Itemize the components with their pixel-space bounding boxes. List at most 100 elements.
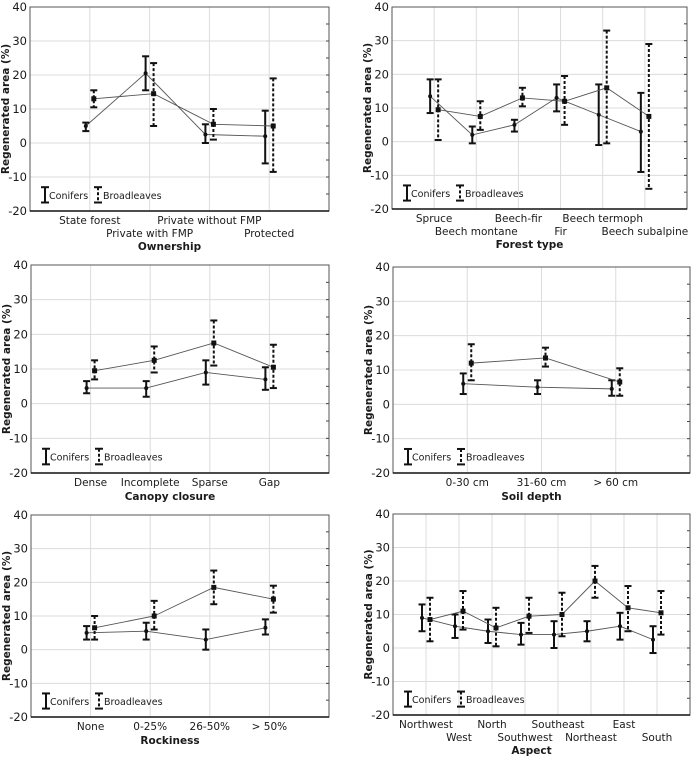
data-point-marker xyxy=(658,610,664,616)
data-point-marker xyxy=(83,124,88,128)
legend-item-broadleaves: Broadleaves xyxy=(457,447,525,466)
error-bar-conifers xyxy=(637,91,645,173)
error-bar-conifers xyxy=(616,611,624,641)
error-bar-conifers xyxy=(649,625,657,655)
legend-item-broadleaves: Broadleaves xyxy=(456,184,524,202)
data-point-marker xyxy=(638,129,643,134)
data-point-marker xyxy=(592,578,598,584)
data-point-marker xyxy=(270,123,276,129)
data-point-marker xyxy=(92,368,98,374)
x-category-label: None xyxy=(77,721,104,733)
data-point-marker xyxy=(203,637,208,642)
legend-item-broadleaves: Broadleaves xyxy=(95,447,163,466)
y-tick-label: -20 xyxy=(9,466,28,480)
x-category-label: 31-60 cm xyxy=(517,477,567,489)
x-category-label: 0-25% xyxy=(133,721,167,733)
series-line-broadleaves xyxy=(94,586,274,629)
data-point-marker xyxy=(554,95,559,100)
data-point-marker xyxy=(420,615,424,620)
y-tick-label: 0 xyxy=(383,641,390,655)
y-axis-title: Regenerated area (%) xyxy=(362,43,374,173)
y-axis-title: Regenerated area (%) xyxy=(363,549,375,679)
data-point-marker xyxy=(625,605,631,611)
x-axis-title: Soil depth xyxy=(501,491,561,503)
legend: Conifers Broadleaves xyxy=(404,447,525,466)
legend-label-conifers: Conifers xyxy=(50,697,89,708)
x-axis-title: Aspect xyxy=(511,745,551,757)
series-line-conifers xyxy=(85,72,266,137)
data-point-marker xyxy=(263,134,268,139)
y-tick-label: 0 xyxy=(382,135,389,149)
error-bar-conifers xyxy=(510,118,518,133)
legend-item-conifers: Conifers xyxy=(41,186,88,204)
x-axis-title: Canopy closure xyxy=(125,491,216,503)
x-category-label: Sparse xyxy=(192,477,228,489)
legend-item-conifers: Conifers xyxy=(404,690,451,708)
series-line-broadleaves xyxy=(94,342,274,372)
data-point-marker xyxy=(562,98,568,104)
chart-panel-forest-type: -20 -10 0 10 20 30 40 Regenerated area (%) Spruc… xyxy=(362,0,688,251)
data-point-marker xyxy=(604,85,610,91)
legend-label-conifers: Conifers xyxy=(50,453,89,464)
y-tick-label: -20 xyxy=(371,708,390,722)
y-tick-label: 30 xyxy=(13,542,28,556)
x-axis-title: Ownership xyxy=(138,241,202,253)
error-bar-broadleaves xyxy=(459,590,467,631)
data-point-marker xyxy=(84,386,89,391)
error-bar-broadleaves xyxy=(210,319,218,367)
y-tick-label: -10 xyxy=(370,168,389,182)
data-point-marker xyxy=(270,596,276,602)
error-bar-conifers xyxy=(583,620,591,643)
error-bar-conifers xyxy=(202,359,210,386)
error-bar-conifers xyxy=(202,628,210,651)
data-point-marker xyxy=(92,625,98,631)
legend-label-broadleaves: Broadleaves xyxy=(466,695,525,706)
error-bar-broadleaves xyxy=(90,89,98,109)
legend-item-conifers: Conifers xyxy=(42,447,89,466)
legend-label-broadleaves: Broadleaves xyxy=(103,191,162,202)
data-point-marker xyxy=(543,355,548,361)
y-axis-title: Regenerated area (%) xyxy=(363,305,375,435)
error-bar-broadleaves xyxy=(561,75,569,126)
data-point-marker xyxy=(203,132,208,137)
error-bar-broadleaves xyxy=(434,78,442,141)
y-tick-label: 20 xyxy=(13,575,28,589)
data-point-marker xyxy=(468,360,474,366)
legend: Conifers Broadleaves xyxy=(42,447,163,466)
error-bar-conifers xyxy=(83,380,91,395)
y-tick-label: 30 xyxy=(375,541,390,555)
chart-panel-rockiness: -20 -10 0 10 20 30 40 Regenerated area (%) None 0… xyxy=(1,508,330,747)
y-tick-label: -10 xyxy=(9,676,28,690)
error-bar-broadleaves xyxy=(426,596,434,643)
chart-panel-soil-depth: -20 -10 0 10 20 30 40 Regenerated area (%) 0-30 … xyxy=(363,260,691,503)
data-point-marker xyxy=(617,379,623,385)
data-point-marker xyxy=(461,381,466,386)
error-bar-conifers xyxy=(550,620,558,649)
legend-label-broadleaves: Broadleaves xyxy=(104,697,163,708)
data-point-marker xyxy=(91,96,97,102)
y-tick-label: 20 xyxy=(374,67,389,81)
error-bar-conifers xyxy=(459,372,467,396)
error-bar-broadleaves xyxy=(518,86,526,108)
data-point-marker xyxy=(428,94,433,99)
y-tick-label: 30 xyxy=(12,34,27,48)
error-bar-conifers xyxy=(201,123,209,144)
series-line-broadleaves xyxy=(438,87,650,117)
chart-panel-ownership: -20 -10 0 10 20 30 40 Regenerated area (%) State… xyxy=(0,0,330,253)
x-category-label: Beech subalpine xyxy=(601,226,688,238)
y-tick-label: 10 xyxy=(12,102,27,116)
y-tick-label: 20 xyxy=(12,68,27,82)
y-axis-title: Regenerated area (%) xyxy=(0,44,12,174)
data-point-marker xyxy=(477,113,483,119)
data-point-marker xyxy=(585,629,589,634)
y-tick-label: 30 xyxy=(374,34,389,48)
x-category-label: Southwest xyxy=(497,732,552,744)
error-bar-broadleaves xyxy=(591,564,599,599)
y-tick-label: 40 xyxy=(375,507,390,521)
error-bar-conifers xyxy=(261,618,269,636)
x-category-label: Spruce xyxy=(416,213,453,225)
y-tick-label: -20 xyxy=(370,202,389,216)
x-category-label: Beech-fir xyxy=(495,213,543,225)
error-bar-conifers xyxy=(517,621,525,646)
error-bar-broadleaves xyxy=(476,100,484,131)
